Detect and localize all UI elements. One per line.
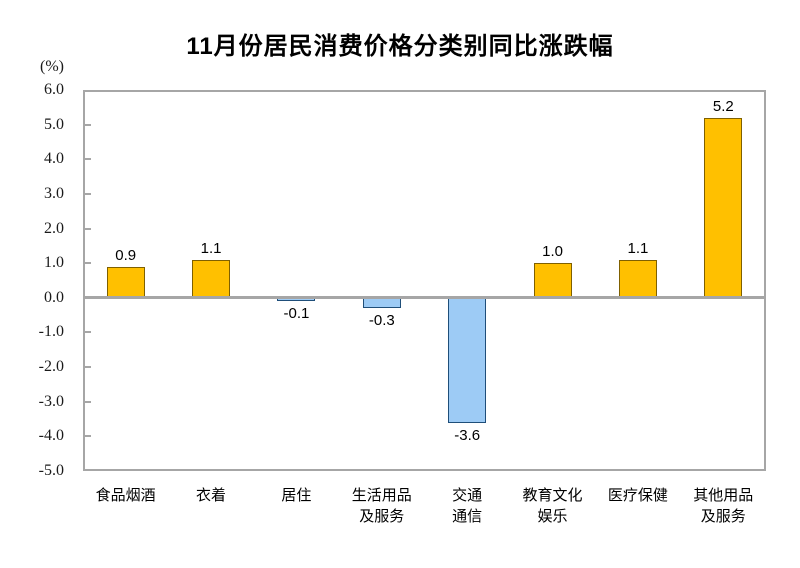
bar-value-label: -0.3 [368, 312, 395, 330]
y-axis-tick-mark [85, 331, 91, 334]
x-axis-label: 食品烟酒 [95, 487, 156, 504]
x-axis-label: 其他用品 及服务 [693, 487, 754, 525]
x-axis-label: 交通 通信 [452, 487, 483, 525]
y-axis-tick-label: 3.0 [44, 184, 64, 202]
bar [533, 263, 572, 298]
y-axis-tick-mark [85, 227, 91, 230]
chart-title: 11月份居民消费价格分类别同比涨跌幅 [186, 33, 614, 60]
y-axis-tick-label: 2.0 [44, 219, 64, 237]
y-axis-tick-label: -2.0 [38, 358, 64, 376]
y-axis-tick-label: -4.0 [38, 427, 64, 445]
bar-value-label: 0.9 [115, 246, 137, 264]
y-axis-tick-mark [85, 400, 91, 403]
zero-axis-line [83, 296, 766, 300]
x-axis-label: 居住 [281, 487, 312, 504]
bar [618, 259, 657, 298]
bar-value-label: 1.0 [542, 243, 563, 261]
y-axis-tick-mark [85, 262, 91, 265]
y-axis-tick-label: 6.0 [44, 81, 64, 98]
bar-value-label: 1.1 [627, 239, 649, 257]
y-axis-tick-label: 4.0 [44, 150, 64, 168]
bar [704, 117, 743, 298]
plot-area [83, 90, 766, 471]
bar [448, 297, 487, 423]
bar [362, 297, 401, 309]
y-axis-unit-label: (%) [40, 58, 64, 75]
x-axis-label: 衣着 [196, 487, 227, 504]
y-axis-tick-mark [85, 123, 91, 126]
bar [192, 259, 231, 298]
bar-value-label: 1.1 [200, 239, 222, 257]
y-axis-tick-mark [85, 435, 91, 438]
bar-value-label: -3.6 [454, 426, 481, 444]
y-axis-tick-label: -5.0 [38, 462, 64, 479]
bar-value-label: -0.1 [283, 305, 310, 323]
x-axis-label: 医疗保健 [607, 487, 668, 504]
y-axis-tick-label: -1.0 [38, 323, 64, 341]
y-axis-tick-label: 1.0 [44, 254, 64, 272]
y-axis-tick-mark [85, 192, 91, 195]
y-axis-tick-mark [85, 366, 91, 369]
x-axis-label: 生活用品 及服务 [351, 487, 412, 525]
x-axis-label: 教育文化 娱乐 [522, 487, 583, 525]
bar [106, 266, 145, 298]
y-axis-tick-label: 5.0 [44, 115, 64, 133]
y-axis-tick-mark [85, 158, 91, 161]
y-axis-tick-label: 0.0 [44, 288, 64, 306]
y-axis-tick-label: -3.0 [38, 392, 64, 410]
bar-value-label: 5.2 [712, 97, 734, 115]
